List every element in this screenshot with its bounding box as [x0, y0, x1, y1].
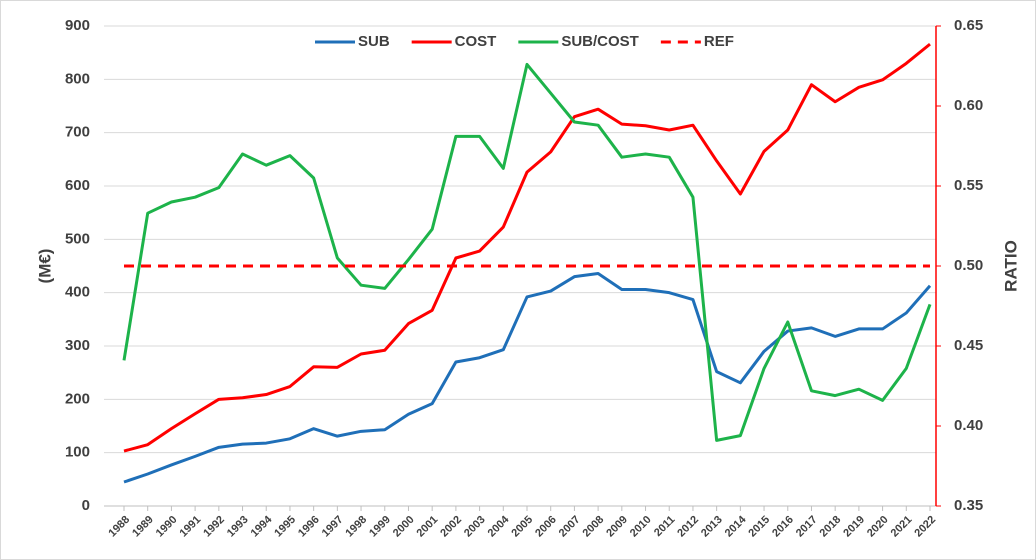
y2-tick-label: 0.55 [954, 177, 983, 194]
y2-tick-label: 0.45 [954, 337, 983, 354]
y-tick-label: 100 [65, 444, 90, 461]
y-tick-label: 400 [65, 284, 90, 301]
legend-label: COST [455, 33, 497, 50]
legend-label: REF [704, 33, 734, 50]
y-tick-label: 900 [65, 17, 90, 34]
y2-tick-label: 0.60 [954, 97, 983, 114]
y2-tick-label: 0.65 [954, 17, 983, 34]
y2-axis-label: RATIO [1001, 240, 1020, 292]
legend-label: SUB [358, 33, 390, 50]
y-tick-label: 0 [82, 497, 90, 514]
y-tick-label: 200 [65, 390, 90, 407]
legend-label: SUB/COST [561, 33, 639, 50]
y-axis-label: (M€) [35, 249, 54, 284]
y2-tick-label: 0.35 [954, 497, 983, 514]
series-line [122, 62, 932, 442]
y-tick-label: 800 [65, 70, 90, 87]
series-line [123, 271, 932, 484]
series-line [123, 42, 931, 453]
y-tick-label: 500 [65, 230, 90, 247]
y-tick-label: 700 [65, 124, 90, 141]
y2-tick-label: 0.40 [954, 417, 983, 434]
y-tick-label: 300 [65, 337, 90, 354]
y2-tick-label: 0.50 [954, 257, 983, 274]
y-tick-label: 600 [65, 177, 90, 194]
